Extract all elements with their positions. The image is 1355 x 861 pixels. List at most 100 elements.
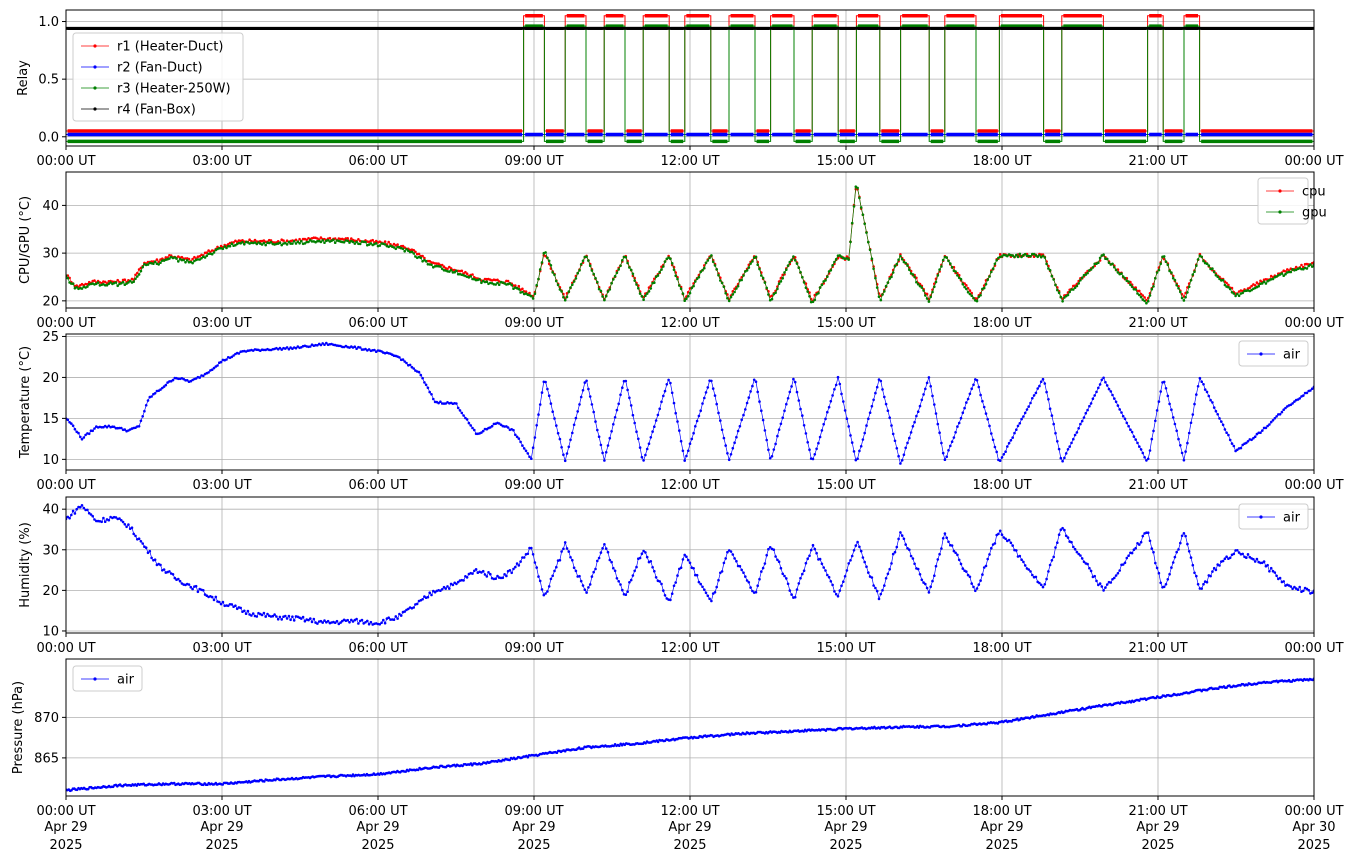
data-point bbox=[1116, 572, 1120, 575]
data-point bbox=[681, 292, 685, 295]
data-point bbox=[139, 419, 143, 423]
data-point bbox=[597, 435, 601, 439]
x-tick-year: 2025 bbox=[1297, 838, 1330, 853]
data-point bbox=[610, 281, 613, 285]
data-point bbox=[244, 612, 248, 615]
data-point bbox=[1016, 424, 1020, 428]
data-point bbox=[742, 413, 745, 417]
data-point bbox=[706, 594, 710, 598]
data-point bbox=[1155, 271, 1159, 274]
data-point bbox=[729, 453, 733, 456]
data-point bbox=[1305, 391, 1309, 395]
data-point bbox=[483, 573, 487, 576]
data-point bbox=[77, 431, 80, 435]
data-point bbox=[68, 516, 71, 520]
data-point bbox=[1230, 442, 1234, 445]
data-point bbox=[1173, 555, 1177, 559]
data-point bbox=[1225, 281, 1228, 285]
data-point bbox=[1116, 271, 1120, 274]
data-point bbox=[116, 284, 119, 288]
data-point bbox=[711, 387, 715, 390]
data-point bbox=[546, 590, 549, 593]
data-point bbox=[1268, 570, 1271, 573]
data-point bbox=[647, 442, 651, 446]
data-point bbox=[535, 424, 538, 427]
data-point bbox=[916, 410, 920, 414]
data-point bbox=[87, 432, 91, 436]
data-point bbox=[440, 267, 444, 271]
data-point bbox=[726, 296, 729, 300]
data-point bbox=[788, 260, 792, 264]
data-point bbox=[91, 429, 94, 433]
data-point bbox=[1246, 553, 1250, 556]
data-point bbox=[722, 436, 726, 440]
data-point bbox=[795, 390, 799, 394]
data-point bbox=[1293, 400, 1296, 403]
x-tick-year: 2025 bbox=[673, 838, 706, 853]
data-point bbox=[1214, 568, 1218, 572]
data-point bbox=[1084, 411, 1088, 415]
data-point bbox=[1057, 447, 1061, 451]
data-point bbox=[713, 394, 717, 397]
data-point bbox=[840, 255, 843, 258]
data-point bbox=[412, 367, 416, 370]
data-point bbox=[1050, 274, 1054, 278]
data-point bbox=[950, 544, 954, 547]
data-point bbox=[1073, 547, 1077, 551]
data-point bbox=[1278, 413, 1282, 416]
data-point bbox=[617, 580, 620, 583]
data-point bbox=[1080, 276, 1084, 280]
data-point bbox=[863, 431, 866, 435]
x-tick-label: 12:00 UT bbox=[660, 154, 719, 169]
data-point bbox=[446, 267, 449, 271]
data-point bbox=[720, 428, 724, 432]
data-point bbox=[793, 259, 797, 262]
data-point bbox=[893, 264, 897, 268]
data-point bbox=[1166, 578, 1170, 581]
data-point bbox=[1089, 268, 1093, 271]
data-point bbox=[357, 622, 360, 625]
data-point bbox=[1282, 580, 1285, 583]
data-point bbox=[988, 424, 991, 428]
data-point bbox=[1148, 449, 1152, 452]
data-point bbox=[547, 259, 551, 263]
data-point bbox=[801, 275, 804, 279]
data-point bbox=[1232, 552, 1236, 556]
data-point bbox=[603, 298, 606, 302]
data-point bbox=[813, 547, 817, 551]
data-point bbox=[1211, 401, 1214, 404]
data-point bbox=[1105, 583, 1109, 586]
data-point bbox=[590, 269, 594, 272]
x-tick-label: 09:00 UT bbox=[504, 478, 563, 493]
data-point bbox=[1221, 278, 1225, 282]
data-point bbox=[1054, 431, 1057, 435]
data-point bbox=[879, 379, 883, 383]
data-point bbox=[403, 250, 407, 253]
data-point bbox=[1032, 394, 1036, 397]
data-point bbox=[688, 291, 692, 295]
data-point bbox=[654, 576, 658, 579]
data-point bbox=[724, 291, 727, 295]
data-point bbox=[731, 446, 735, 450]
data-point bbox=[626, 388, 629, 392]
data-point bbox=[1045, 262, 1048, 266]
data-point bbox=[970, 387, 973, 391]
data-point bbox=[1289, 270, 1293, 274]
data-point bbox=[950, 440, 954, 444]
data-point bbox=[581, 389, 585, 392]
data-point bbox=[635, 283, 638, 286]
data-point bbox=[670, 391, 674, 395]
data-point bbox=[874, 586, 877, 590]
data-point bbox=[909, 554, 913, 558]
data-point bbox=[1170, 566, 1173, 569]
data-point bbox=[1227, 433, 1230, 437]
data-point bbox=[1305, 267, 1309, 270]
data-point bbox=[517, 287, 521, 291]
data-point bbox=[1305, 587, 1309, 591]
data-point bbox=[1079, 422, 1082, 426]
data-point bbox=[367, 622, 371, 626]
data-point bbox=[1011, 544, 1014, 547]
data-point bbox=[537, 413, 540, 416]
data-point bbox=[1241, 291, 1244, 295]
